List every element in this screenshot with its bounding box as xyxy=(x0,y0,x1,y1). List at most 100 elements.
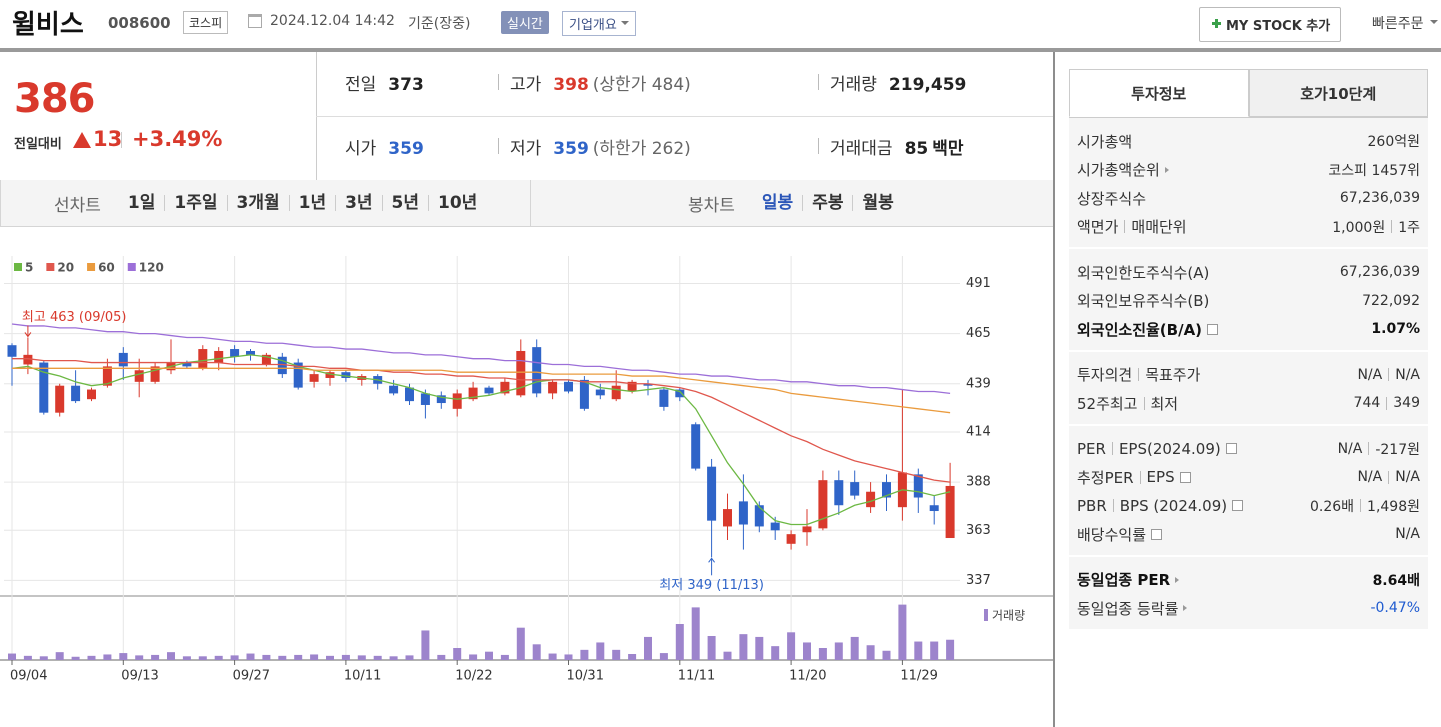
info-label: 외국인보유주식수(B) xyxy=(1077,290,1209,311)
volume-bar xyxy=(707,636,716,660)
period-tab[interactable]: 5년 xyxy=(381,195,428,212)
volume-bar xyxy=(500,654,509,660)
x-tick-label: 11/11 xyxy=(678,669,715,684)
candle-body xyxy=(87,389,96,400)
label-text: 시가총액 xyxy=(1077,132,1133,151)
period-tab[interactable]: 3년 xyxy=(335,195,381,212)
info-label: 시가총액순위 xyxy=(1077,159,1169,180)
volume-bar xyxy=(612,649,621,660)
help-icon[interactable] xyxy=(1151,528,1163,540)
volume-bar xyxy=(55,652,64,660)
period-tab[interactable]: 1일 xyxy=(127,193,156,213)
arrow-icon xyxy=(1164,166,1169,173)
volume-bar xyxy=(8,653,16,660)
candle-body xyxy=(723,509,732,527)
legend-label: 20 xyxy=(57,261,74,275)
period-tab[interactable]: 1년 xyxy=(288,195,335,212)
period-tab[interactable]: 월봉 xyxy=(852,195,902,212)
candle-body xyxy=(754,505,764,527)
x-tick-label: 09/13 xyxy=(121,669,158,684)
legend-swatch xyxy=(14,263,22,271)
candle-body xyxy=(293,362,303,388)
help-icon[interactable] xyxy=(1232,500,1244,512)
y-tick-label: 491 xyxy=(966,276,991,291)
candle-body xyxy=(436,395,446,404)
volume-legend-label: 거래량 xyxy=(992,609,1025,623)
stock-name: 윌비스 xyxy=(12,10,84,40)
legend-swatch xyxy=(46,263,55,271)
period-tab[interactable]: 주봉 xyxy=(802,195,852,212)
realtime-button[interactable]: 실시간 xyxy=(501,11,549,34)
info-label: 액면가 매매단위 xyxy=(1077,216,1187,237)
label-text: PER xyxy=(1077,439,1106,458)
info-value: 67,236,039 xyxy=(1340,264,1420,280)
volume-bar xyxy=(787,632,796,660)
divider xyxy=(316,116,1053,117)
volume-bar xyxy=(834,642,843,660)
period-tab[interactable]: 10년 xyxy=(428,195,486,212)
y-tick-label: 465 xyxy=(966,326,991,341)
info-value: 744 349 xyxy=(1354,395,1420,411)
divider xyxy=(1053,52,1055,727)
info-row: PBR BPS (2024.09) 0.26배 1,498원 xyxy=(1077,492,1420,521)
low-annotation: 최저 349 (11/13) xyxy=(659,578,764,593)
legend-label: 120 xyxy=(139,261,164,275)
candle-body xyxy=(71,385,81,402)
separator xyxy=(818,138,819,154)
info-value: 8.64배 xyxy=(1373,570,1420,590)
candle-body xyxy=(230,349,240,357)
info-tab[interactable]: 투자정보 xyxy=(1069,69,1249,117)
value-text: 0.26배 xyxy=(1309,498,1355,515)
candle-body xyxy=(643,383,653,386)
quick-order-dropdown[interactable]: 빠른주문 xyxy=(1372,13,1438,33)
price-chart: 09/04 09/13 09/27 10/11 10/22 10/31 11/11 11/20… xyxy=(0,256,1053,684)
period-tab[interactable]: 일봉 xyxy=(761,193,794,213)
candle-body xyxy=(23,354,33,365)
company-info-dropdown[interactable]: 기업개요 xyxy=(562,11,636,36)
label-text: 목표주가 xyxy=(1145,366,1201,385)
legend-swatch xyxy=(127,263,136,271)
info-label: 추정PER EPS xyxy=(1077,467,1191,488)
candle-body xyxy=(134,370,144,382)
line-chart-tabs: 선차트 1일 1주일 3개월 1년 3년 5년 10년 xyxy=(54,180,486,226)
separator xyxy=(498,138,499,154)
info-label: 52주최고 최저 xyxy=(1077,393,1178,414)
candle-body xyxy=(850,482,860,496)
info-row: 상장주식수 67,236,039 xyxy=(1077,184,1420,213)
market-badge: 코스피 xyxy=(183,11,229,34)
volume-bar xyxy=(389,656,398,660)
info-tab[interactable]: 호가10단계 xyxy=(1248,69,1428,117)
info-value: -0.47% xyxy=(1370,600,1420,616)
info-value: 코스피 1457위 xyxy=(1328,160,1420,180)
divider xyxy=(530,180,531,226)
info-section: 시가총액 260억원 시가총액순위 코스피 1457위 상장주식수 67,236,039 액… xyxy=(1069,118,1428,247)
quote-value: 219,459 xyxy=(888,75,967,95)
quote-item: 저가 359 (하한가 262) xyxy=(510,134,691,159)
value-text: 260억원 xyxy=(1367,134,1420,151)
candle-body xyxy=(39,362,49,413)
volume-bar xyxy=(596,642,605,660)
y-tick-label: 337 xyxy=(966,573,991,588)
period-tab[interactable]: 1주일 xyxy=(164,195,226,212)
candle-body xyxy=(707,466,717,521)
candle-body xyxy=(929,505,939,512)
my-stock-button[interactable]: MY STOCK 추가 xyxy=(1199,7,1342,42)
help-icon[interactable] xyxy=(1225,443,1237,455)
period-tab[interactable]: 3개월 xyxy=(226,195,289,212)
volume-bar xyxy=(437,654,446,660)
volume-bar xyxy=(182,656,191,660)
help-icon[interactable] xyxy=(1207,323,1219,335)
quote-label: 시가 xyxy=(345,139,377,159)
y-tick-label: 439 xyxy=(966,376,991,391)
label-text: 최저 xyxy=(1150,394,1179,413)
help-icon[interactable] xyxy=(1179,471,1191,483)
quote-value: 359 xyxy=(388,139,424,159)
quote-value: 398 xyxy=(553,75,589,95)
x-tick-label: 09/04 xyxy=(10,669,47,684)
volume-bar xyxy=(898,604,907,660)
separator xyxy=(1124,220,1126,234)
info-row: 액면가 매매단위 1,000원 1주 xyxy=(1077,213,1420,242)
label-text: 추정PER xyxy=(1077,468,1134,487)
candle-body xyxy=(611,385,621,400)
